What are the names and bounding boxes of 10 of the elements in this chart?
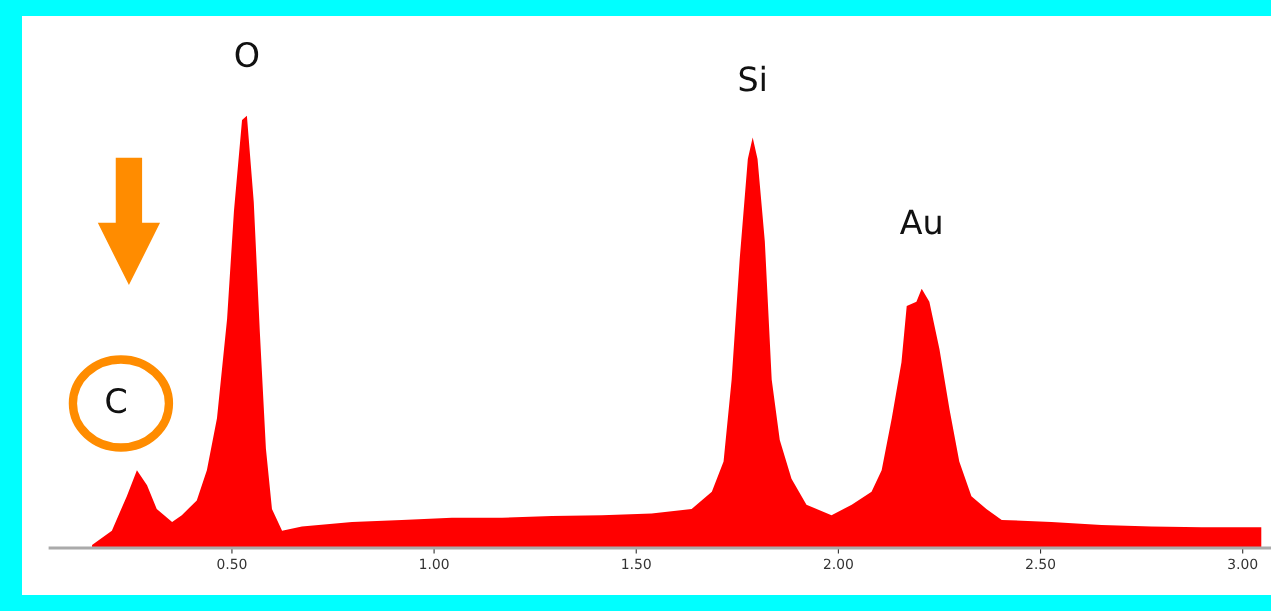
annotation: C <box>106 388 126 414</box>
x-tick-label: 1.00 <box>420 558 449 570</box>
x-tick-label: 2.00 <box>823 558 853 570</box>
x-tick-label: 1.50 <box>622 558 651 570</box>
annotation: Si <box>739 65 765 92</box>
annotation: O <box>235 41 259 68</box>
x-tick-label: 0.50 <box>217 558 247 570</box>
annotation: Au <box>899 209 941 235</box>
x-tick-label: 3.00 <box>1228 558 1258 570</box>
x-tick-label: 2.50 <box>1026 558 1056 570</box>
